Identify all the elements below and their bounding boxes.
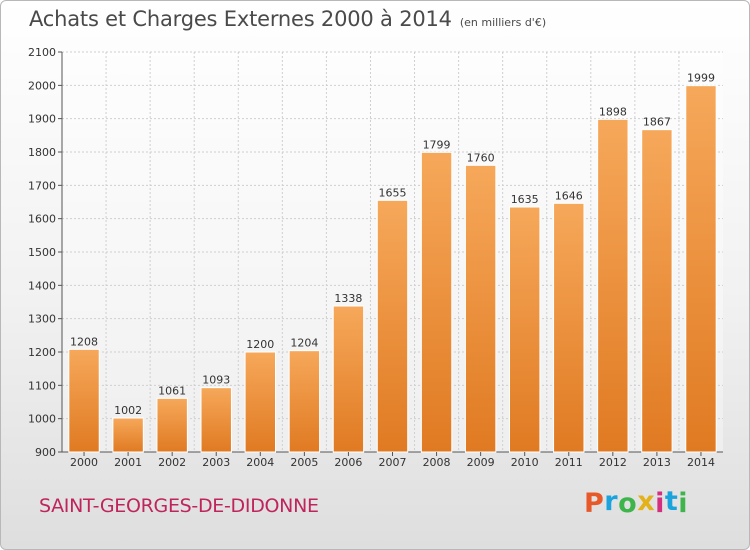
value-label: 1200 xyxy=(246,338,274,351)
x-tick-label: 2010 xyxy=(511,456,539,469)
bar-2007 xyxy=(376,199,409,453)
x-tick-label: 2003 xyxy=(202,456,230,469)
x-tick-label: 2009 xyxy=(467,456,495,469)
bar-2006 xyxy=(332,305,365,453)
y-tick-label: 1200 xyxy=(28,346,56,359)
bar-2012 xyxy=(597,118,629,453)
bar-2003 xyxy=(200,387,232,453)
value-label: 1635 xyxy=(511,193,539,206)
proxiti-logo: Proxiti xyxy=(584,486,689,519)
value-label: 1093 xyxy=(202,374,230,387)
logo-letter: P xyxy=(584,488,605,519)
y-tick-label: 1700 xyxy=(28,179,56,192)
y-tick-label: 1000 xyxy=(28,413,56,426)
y-tick-label: 900 xyxy=(35,446,56,459)
bar-2004 xyxy=(244,351,277,453)
x-tick-label: 2005 xyxy=(290,456,318,469)
bar-2010 xyxy=(508,206,541,453)
y-tick-label: 2000 xyxy=(28,79,56,92)
bar-2013 xyxy=(641,129,673,453)
value-label: 1867 xyxy=(643,116,671,129)
value-label: 1061 xyxy=(158,384,186,397)
value-label: 1655 xyxy=(379,186,407,199)
value-label: 1646 xyxy=(555,189,583,202)
bar-2002 xyxy=(156,397,188,453)
y-tick-label: 1300 xyxy=(28,313,56,326)
logo-letter: i xyxy=(678,488,689,519)
bar-2011 xyxy=(553,202,585,453)
chart-title: Achats et Charges Externes 2000 à 2014 (e… xyxy=(29,7,546,31)
y-tick-label: 1800 xyxy=(28,146,56,159)
logo-letter: x xyxy=(637,486,656,517)
value-label: 1999 xyxy=(687,72,715,85)
x-tick-label: 2000 xyxy=(70,456,98,469)
x-tick-label: 2001 xyxy=(114,456,142,469)
logo-letter: i xyxy=(655,488,665,519)
y-tick-label: 2100 xyxy=(28,46,56,59)
y-tick-label: 1900 xyxy=(28,113,56,126)
y-tick-label: 1100 xyxy=(28,379,56,392)
bar-2005 xyxy=(288,350,321,453)
x-tick-label: 2008 xyxy=(423,456,451,469)
bar-2008 xyxy=(420,151,453,453)
chart-title-text: Achats et Charges Externes 2000 à 2014 xyxy=(29,7,452,31)
x-tick-label: 2012 xyxy=(599,456,627,469)
bar-2014 xyxy=(685,85,717,453)
x-tick-label: 2006 xyxy=(334,456,362,469)
y-tick-label: 1400 xyxy=(28,279,56,292)
chart-unit: (en milliers d'€) xyxy=(459,16,547,29)
logo-letter: r xyxy=(604,486,619,517)
x-tick-label: 2002 xyxy=(158,456,186,469)
value-label: 1002 xyxy=(114,404,142,417)
value-label: 1799 xyxy=(423,138,451,151)
bar-2000 xyxy=(68,348,100,453)
value-label: 1208 xyxy=(70,335,98,348)
logo-letter: t xyxy=(664,486,679,517)
x-tick-label: 2004 xyxy=(246,456,274,469)
value-label: 1338 xyxy=(334,292,362,305)
x-tick-label: 2007 xyxy=(379,456,407,469)
bar-2009 xyxy=(464,164,497,453)
y-tick-label: 1500 xyxy=(28,246,56,259)
city-name: SAINT-GEORGES-DE-DIDONNE xyxy=(39,495,319,517)
value-label: 1760 xyxy=(467,151,495,164)
bar-2001 xyxy=(112,417,144,453)
x-tick-label: 2011 xyxy=(555,456,583,469)
value-label: 1898 xyxy=(599,105,627,118)
x-tick-label: 2014 xyxy=(687,456,715,469)
y-tick-label: 1600 xyxy=(28,213,56,226)
logo-letter: o xyxy=(618,488,638,519)
x-tick-label: 2013 xyxy=(643,456,671,469)
value-label: 1204 xyxy=(290,337,318,350)
